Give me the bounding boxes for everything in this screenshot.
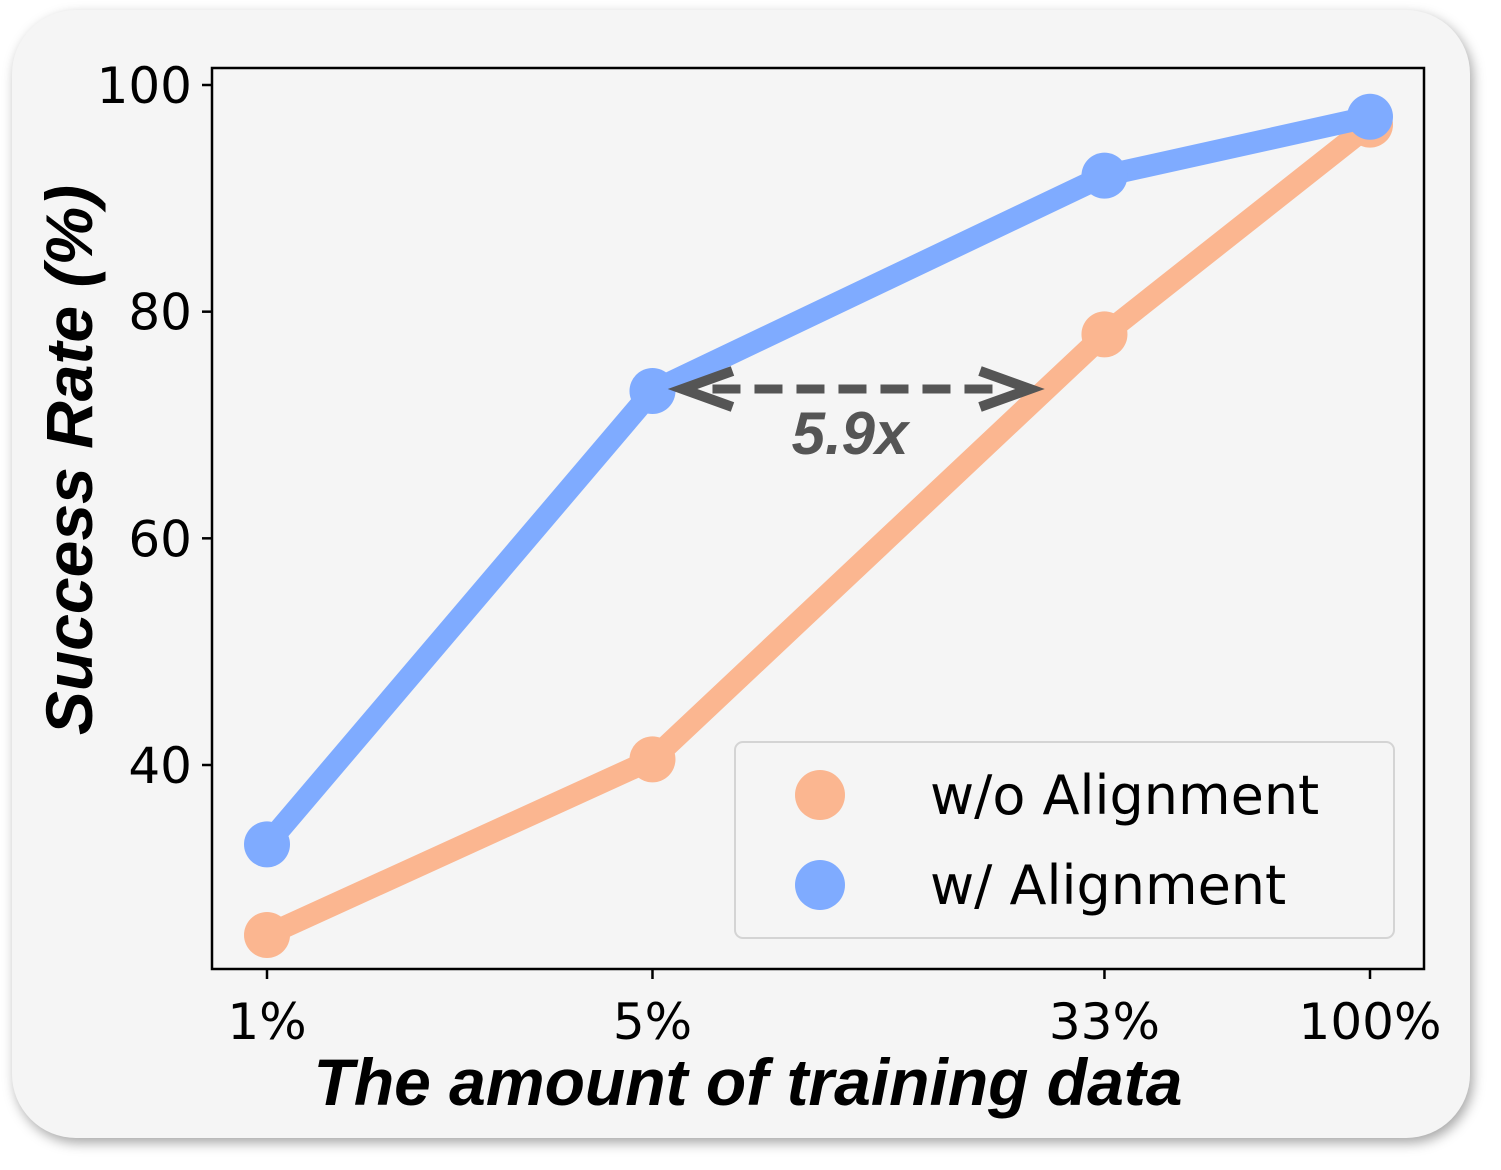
data-point-without-alignment	[244, 912, 290, 958]
legend-box	[734, 741, 1395, 939]
data-point-without-alignment	[1081, 311, 1128, 358]
x-tick-label: 1%	[227, 993, 306, 1051]
y-tick-label: 80	[128, 284, 192, 342]
plot-area-frame	[210, 66, 1426, 971]
data-point-with-alignment	[244, 821, 290, 868]
y-axis-ticks: 40 60 80 100	[97, 57, 212, 795]
data-point-with-alignment	[1347, 93, 1393, 140]
x-axis-ticks: 1% 5% 33% 100%	[227, 969, 1441, 1051]
legend-label: w/ Alignment	[930, 854, 1286, 917]
annotation-label: 5.9x	[792, 400, 911, 467]
y-tick-label: 60	[128, 510, 192, 568]
annotation-arrow-head-right	[978, 366, 1045, 412]
legend: w/o Alignment w/ Alignment	[734, 741, 1395, 939]
annotation-arrow-head-left	[667, 366, 735, 412]
series-line-without-alignment	[256, 113, 1381, 946]
y-tick-label: 100	[97, 57, 192, 115]
legend-label: w/o Alignment	[930, 764, 1319, 827]
legend-marker	[795, 770, 845, 820]
speedup-annotation: 5.9x	[667, 366, 1045, 467]
series-line-with-alignment	[256, 105, 1381, 856]
x-tick-label: 5%	[613, 993, 692, 1051]
data-point-without-alignment	[629, 736, 676, 783]
y-tick-label: 40	[128, 737, 192, 795]
data-point-with-alignment	[629, 368, 676, 414]
x-tick-label: 33%	[1049, 993, 1160, 1051]
y-axis-title: Success Rate (%)	[32, 185, 106, 735]
series-layer	[244, 93, 1393, 958]
legend-marker	[795, 860, 845, 910]
x-tick-label: 100%	[1299, 993, 1442, 1051]
x-axis-title: The amount of training data	[314, 1045, 1183, 1119]
data-point-with-alignment	[1081, 152, 1128, 199]
